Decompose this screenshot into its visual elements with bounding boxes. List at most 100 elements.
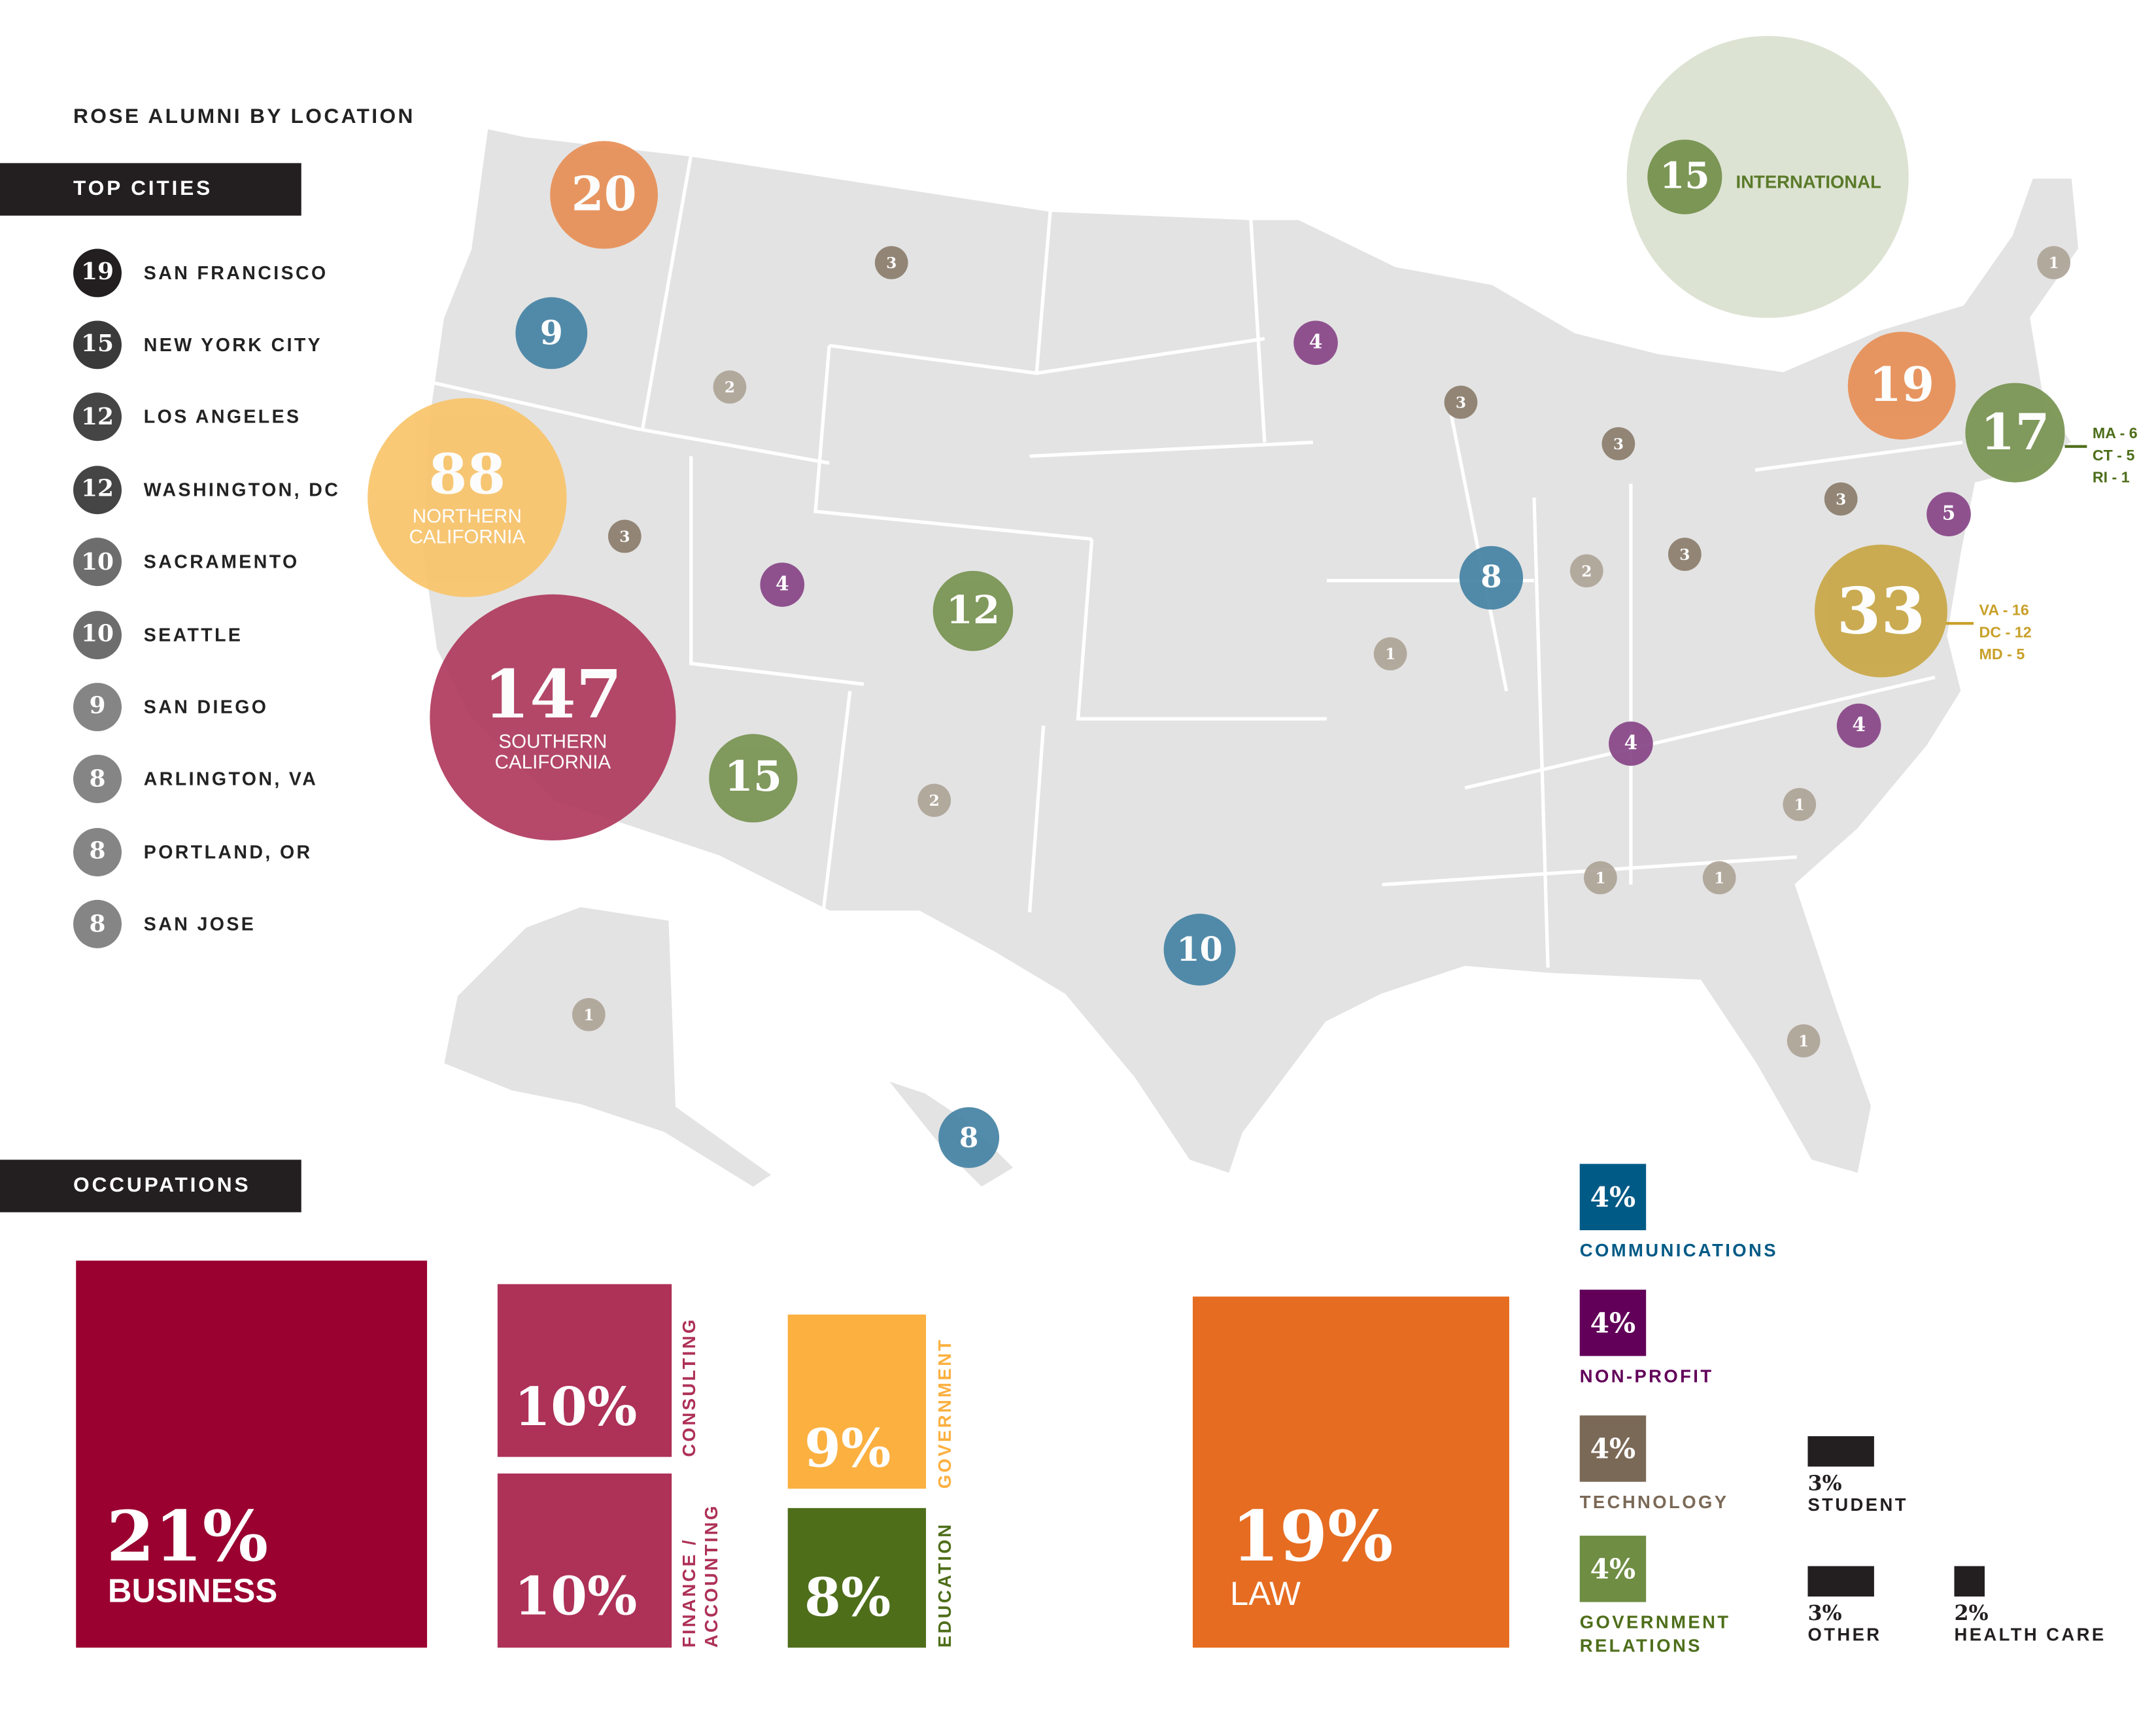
top-city-item: 19 SAN FRANCISCO [73, 247, 328, 297]
map-bubble: 8 [938, 1107, 1000, 1168]
city-count-badge: 12 [73, 392, 122, 441]
occupation-percent: 10% [514, 1564, 638, 1627]
city-count-badge: 8 [73, 827, 122, 876]
bubble-value: 3 [619, 527, 630, 545]
occupation-government-relations: 4% GOVERNMENT RELATIONS [1579, 1536, 1760, 1657]
city-count-badge: 10 [73, 610, 122, 659]
map-alaska [440, 903, 778, 1191]
map-bubble: 10 [1163, 914, 1236, 986]
page-title: ROSE ALUMNI BY LOCATION [73, 105, 415, 129]
bubble-value: 1 [1595, 869, 1606, 887]
map-bubble: 33 [1815, 544, 1947, 678]
new-england-breakdown: MA - 6 CT - 5 RI - 1 [2093, 423, 2138, 489]
occupation-percent: 2% [1954, 1600, 1989, 1626]
bubble-value: 4 [1309, 332, 1323, 354]
map-bubble: 2 [1569, 554, 1603, 588]
city-name: ARLINGTON, VA [143, 768, 318, 790]
bubble-value: 2 [929, 791, 940, 810]
city-name: SEATTLE [143, 624, 243, 645]
city-count-badge: 10 [73, 538, 122, 587]
breakdown-item: CT - 5 [2092, 447, 2135, 465]
occupation-label: BUSINESS [107, 1573, 278, 1611]
bubble-value: 3 [886, 253, 897, 272]
map-bubble: 20 [550, 141, 659, 249]
occupation-percent: 8% [804, 1566, 891, 1629]
occupation-government: 9% [787, 1314, 927, 1489]
city-name: SACRAMENTO [143, 551, 299, 573]
bubble-value: 33 [1836, 574, 1926, 649]
occupation-label-education: EDUCATION [934, 1522, 955, 1648]
top-city-item: 8 PORTLAND, OR [73, 827, 313, 876]
map-bubble: 1 [1783, 787, 1817, 821]
occupation-percent: 4% [1579, 1415, 1647, 1482]
top-city-item: 8 SAN JOSE [73, 899, 256, 949]
city-name: SAN DIEGO [143, 696, 269, 717]
city-name: PORTLAND, OR [143, 841, 313, 863]
occupation-technology: 4% TECHNOLOGY [1579, 1415, 1729, 1513]
map-bubble: 19 [1847, 332, 1956, 440]
map-bubble: 4 [1609, 721, 1653, 766]
international-count: 15 [1647, 139, 1722, 215]
city-count-badge: 12 [73, 465, 122, 514]
breakdown-item: RI - 1 [2092, 470, 2130, 487]
map-bubble: 2 [713, 370, 747, 404]
map-bubble: 88 NORTHERN CALIFORNIA [368, 398, 567, 598]
top-city-item: 9 SAN DIEGO [73, 682, 268, 732]
city-count-badge: 8 [73, 755, 122, 804]
occupation-bar [1807, 1566, 1874, 1597]
map-bubble: 2 [917, 784, 951, 818]
map-bubble: 1 [1584, 861, 1617, 895]
map-bubble: 8 [1459, 545, 1524, 610]
city-count-badge: 9 [73, 682, 122, 731]
occupation-law: 19% LAW [1192, 1296, 1509, 1648]
map-bubble: 4 [1836, 703, 1881, 748]
map-bubble: 17 [1965, 383, 2065, 483]
occupation-percent: 3% [1807, 1600, 1842, 1626]
top-city-item: 10 SACRAMENTO [73, 537, 299, 587]
occupation-label-consulting: CONSULTING [678, 1317, 700, 1457]
occupation-label-finance: FINANCE / ACCOUNTING [678, 1504, 722, 1648]
city-name: NEW YORK CITY [143, 334, 323, 355]
bubble-value: 3 [1836, 490, 1847, 508]
occupation-label: HEALTH CARE [1954, 1624, 2106, 1646]
occupation-percent: 21% [106, 1495, 269, 1577]
bubble-value: 19 [1869, 358, 1935, 413]
bubble-value: 4 [775, 574, 789, 596]
top-city-item: 12 WASHINGTON, DC [73, 465, 340, 515]
bubble-value: 3 [1679, 545, 1690, 564]
map-bubble: 3 [874, 246, 908, 279]
occupation-bar [1807, 1436, 1874, 1467]
top-city-item: 8 ARLINGTON, VA [73, 755, 318, 804]
occupation-label: NON-PROFIT [1579, 1366, 1714, 1387]
top-city-item: 12 LOS ANGELES [73, 392, 301, 442]
city-count-badge: 8 [73, 900, 122, 949]
occupation-percent: 19% [1231, 1495, 1394, 1577]
bubble-value: 3 [1455, 393, 1467, 411]
occupation-consulting: 10% [497, 1284, 672, 1457]
breakdown-item: DC - 12 [1979, 625, 2032, 642]
occupation-business: 21% BUSINESS [76, 1260, 428, 1648]
occupation-finance: 10% [497, 1473, 672, 1648]
bubble-value: 8 [1480, 559, 1502, 596]
city-count-badge: 15 [73, 320, 122, 370]
map-contiguous-us [419, 125, 2082, 1177]
map-bubble: 3 [1444, 385, 1478, 419]
bubble-value: 1 [1794, 795, 1805, 814]
top-city-item: 15 NEW YORK CITY [73, 320, 322, 370]
occupations-header: OCCUPATIONS [0, 1160, 301, 1213]
occupation-bar [1954, 1566, 1985, 1597]
bubble-value: 9 [539, 312, 563, 353]
city-name: SAN JOSE [143, 914, 256, 935]
occupation-percent: 9% [804, 1417, 891, 1479]
bubble-value: 147 [483, 656, 623, 734]
city-name: LOS ANGELES [143, 406, 301, 428]
map-bubble: 3 [1601, 427, 1635, 460]
occupation-label-government: GOVERNMENT [934, 1337, 955, 1489]
bubble-value: 88 [428, 442, 506, 508]
bubble-label: SOUTHERN CALIFORNIA [494, 729, 611, 773]
bubble-value: 1 [1714, 869, 1725, 887]
map-bubble: 12 [933, 570, 1014, 651]
map-bubble: 3 [1824, 482, 1858, 516]
occupation-label: TECHNOLOGY [1579, 1491, 1729, 1513]
map-bubble: 9 [515, 297, 588, 370]
